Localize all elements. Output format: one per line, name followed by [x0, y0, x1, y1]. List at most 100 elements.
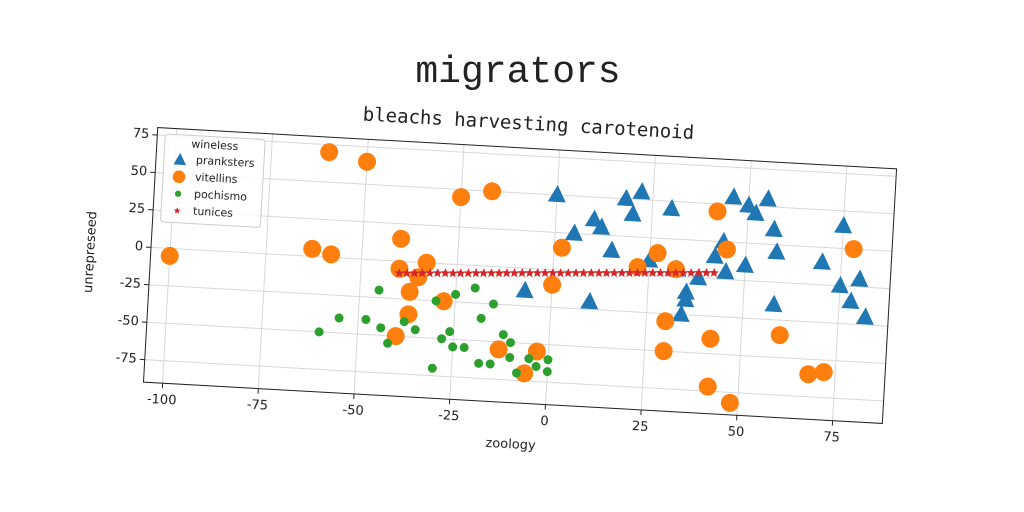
- circle-marker: [400, 282, 419, 301]
- dot-marker: [448, 342, 458, 352]
- star-marker: [617, 267, 627, 278]
- grid-line: [146, 321, 886, 365]
- dot-marker: [542, 367, 552, 377]
- triangle-marker: [758, 189, 777, 207]
- dot-marker: [374, 285, 384, 295]
- legend-title: wineless: [191, 137, 239, 153]
- circle-marker: [844, 240, 863, 259]
- star-marker: [563, 268, 574, 278]
- x-tick-label: 75: [823, 430, 840, 446]
- y-tick-label: -50: [117, 313, 139, 329]
- triangle-marker: [592, 217, 611, 235]
- dot-marker: [470, 283, 480, 293]
- star-marker: [502, 268, 512, 278]
- triangle-marker: [632, 182, 651, 200]
- triangle-marker: [671, 304, 690, 323]
- triangle-marker: [739, 195, 758, 214]
- grid-line: [153, 209, 892, 252]
- star-marker: [432, 268, 443, 278]
- circle-marker: [701, 329, 720, 348]
- star-marker: [632, 267, 643, 278]
- circle-marker: [698, 377, 717, 396]
- legend-box: [160, 133, 266, 228]
- star-marker: [540, 268, 550, 278]
- dot-marker: [524, 354, 534, 364]
- legend-label: pranksters: [196, 154, 256, 170]
- circle-marker: [320, 143, 339, 162]
- circle-marker: [392, 229, 411, 248]
- dot-marker: [314, 327, 324, 337]
- dot-marker: [376, 323, 386, 333]
- triangle-marker: [746, 203, 765, 222]
- triangle-marker: [812, 252, 831, 270]
- triangle-marker: [662, 198, 681, 217]
- dot-marker: [437, 334, 447, 344]
- grid-line: [155, 171, 895, 215]
- grid-line: [148, 284, 888, 327]
- plot-frame: [142, 127, 898, 424]
- star-marker: [525, 268, 535, 278]
- x-tick-label: 0: [540, 414, 549, 429]
- star-marker: [594, 268, 604, 278]
- grid-line: [150, 246, 890, 290]
- dot-marker: [543, 355, 553, 365]
- star-marker: [709, 267, 719, 277]
- circle-marker: [654, 342, 673, 361]
- dot-marker: [383, 338, 393, 348]
- circle-marker: [417, 253, 436, 272]
- star-marker: [578, 268, 589, 278]
- triangle-marker: [764, 219, 783, 238]
- triangle-marker: [616, 188, 635, 207]
- star-marker: [417, 268, 428, 278]
- x-tick-label: -75: [246, 397, 268, 413]
- circle-marker: [770, 326, 789, 345]
- circle-marker: [160, 246, 179, 265]
- star-marker: [624, 267, 635, 278]
- circle-marker: [648, 244, 667, 263]
- star-marker: [647, 267, 658, 278]
- legend-label: vitellins: [195, 171, 238, 186]
- star-marker: [463, 268, 474, 278]
- grid-line: [257, 133, 274, 389]
- grid-line: [640, 155, 656, 410]
- circle-marker: [303, 239, 322, 258]
- dot-marker: [474, 358, 484, 368]
- dot-marker: [445, 327, 455, 337]
- circle-marker: [489, 340, 508, 359]
- triangle-marker: [855, 307, 874, 325]
- dot-marker: [399, 317, 409, 327]
- star-marker: [486, 268, 497, 278]
- dot-marker: [459, 342, 469, 352]
- dot-marker: [485, 359, 495, 369]
- legend-label: tunices: [193, 205, 234, 220]
- star-marker: [678, 267, 689, 278]
- star-marker: [402, 268, 412, 278]
- chart-title: migrators: [415, 51, 620, 94]
- dot-marker: [451, 289, 461, 299]
- dot-marker: [506, 338, 516, 348]
- grid-line: [353, 139, 369, 394]
- x-tick-label: 25: [632, 419, 649, 435]
- y-tick-label: 0: [134, 239, 143, 254]
- triangle-marker: [705, 246, 724, 264]
- star-marker: [173, 207, 181, 214]
- circle-marker: [358, 152, 377, 171]
- star-marker: [701, 267, 712, 278]
- circle-marker: [483, 182, 502, 201]
- grid-line: [157, 134, 897, 177]
- star-marker: [517, 268, 527, 278]
- star-marker: [586, 268, 597, 278]
- star-marker: [409, 268, 420, 278]
- dot-marker: [476, 313, 486, 323]
- star-marker: [509, 268, 520, 278]
- circle-marker: [799, 365, 818, 384]
- triangle-marker: [830, 275, 849, 294]
- triangle-marker: [689, 267, 708, 286]
- star-marker: [571, 268, 581, 278]
- star-marker: [394, 268, 405, 278]
- triangle-marker: [602, 240, 621, 259]
- triangle-marker: [841, 291, 860, 309]
- dot-marker: [498, 330, 508, 340]
